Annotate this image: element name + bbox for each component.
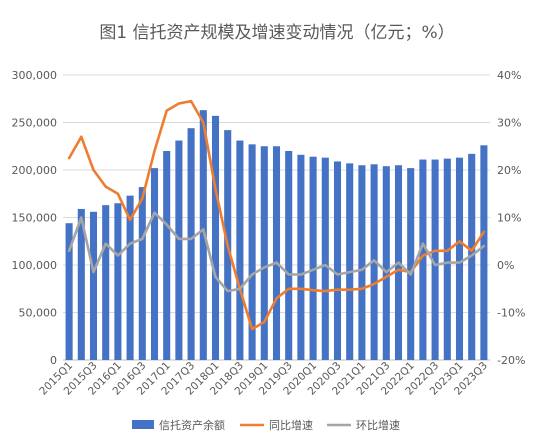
legend-label: 环比增速 (356, 418, 400, 432)
y-right-tick-label: 30% (497, 117, 521, 130)
bar (455, 157, 464, 360)
bar (419, 159, 427, 360)
y-axis-left: 0 50,000 100,000 150,000 200,000 250,000 300,0… (12, 69, 58, 367)
bar (175, 140, 183, 360)
bar (260, 146, 268, 360)
bar (333, 161, 342, 360)
y-axis-right: -20% -10% 0% 10% 20% 30% 40% (497, 69, 525, 367)
bar (150, 168, 159, 360)
bar (248, 144, 256, 360)
bar (199, 110, 207, 361)
x-axis: 2015Q12015Q32016Q12016Q32017Q12017Q32018… (37, 360, 490, 398)
y-right-tick-label: 0% (497, 259, 514, 272)
legend-swatch (132, 420, 154, 429)
y-left-tick-label: 200,000 (12, 164, 58, 177)
bar (321, 157, 329, 360)
bar (114, 203, 122, 360)
bar (126, 195, 134, 360)
y-left-tick-label: 300,000 (12, 69, 58, 82)
bar (297, 154, 305, 360)
bar (89, 211, 98, 360)
bar (382, 166, 390, 360)
bar (480, 145, 488, 360)
y-right-tick-label: 20% (497, 164, 521, 177)
y-left-tick-label: 50,000 (19, 307, 58, 320)
bar (370, 164, 378, 360)
y-right-tick-label: -10% (497, 307, 525, 320)
bar (102, 205, 110, 360)
bar (272, 146, 281, 360)
bar (346, 163, 354, 360)
legend: 信托资产余额 同比增速 环比增速 (132, 418, 400, 432)
bar (187, 128, 195, 360)
bar-series (65, 110, 488, 361)
bar (138, 187, 146, 360)
legend-label: 信托资产余额 (159, 418, 225, 432)
line-series (67, 99, 486, 331)
y-left-tick-label: 100,000 (12, 259, 58, 272)
legend-item: 同比增速 (240, 418, 313, 432)
legend-item: 环比增速 (327, 418, 400, 432)
y-right-tick-label: 10% (497, 212, 521, 225)
chart-title: 图1 信托资产规模及增速变动情况（亿元；%） (99, 23, 454, 43)
y-right-tick-label: 40% (497, 69, 521, 82)
legend-item: 信托资产余额 (132, 418, 225, 432)
bar (236, 140, 244, 360)
qoq-growth-line (67, 211, 486, 293)
y-right-tick-label: -20% (497, 354, 525, 367)
bar (431, 159, 439, 360)
bar (163, 151, 171, 360)
bar (443, 158, 451, 360)
legend-label: 同比增速 (269, 418, 313, 432)
bar (211, 115, 220, 360)
bar (358, 165, 366, 360)
bar (77, 208, 85, 360)
bar (285, 151, 293, 360)
y-left-tick-label: 150,000 (12, 212, 58, 225)
bar (309, 156, 317, 360)
y-left-tick-label: 0 (50, 354, 57, 367)
bar (407, 168, 415, 360)
y-left-tick-label: 250,000 (12, 117, 58, 130)
bar (65, 223, 73, 360)
